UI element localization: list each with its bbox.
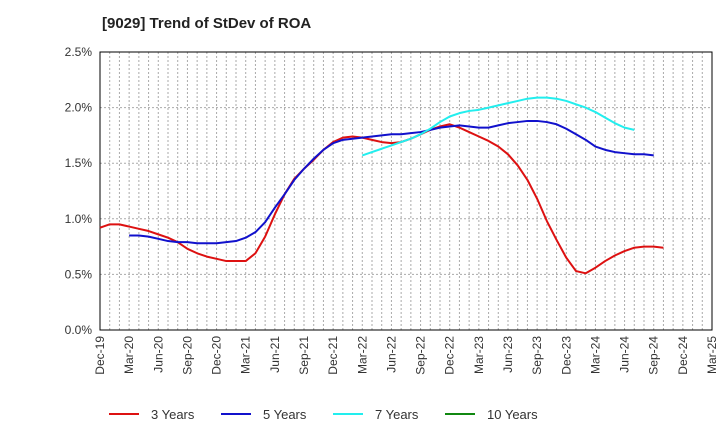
x-tick-label: Mar-22 [355,336,369,374]
x-tick-label: Jun-22 [384,336,398,373]
x-tick-label: Dec-19 [93,336,107,375]
y-tick-label: 2.5% [65,45,93,59]
x-tick-label: Mar-21 [239,336,253,374]
y-tick-label: 1.0% [65,212,93,226]
x-tick-label: Jun-20 [151,336,165,373]
plot-frame [99,51,713,331]
x-tick-label: Sep-21 [297,336,311,375]
series-line-3-years [99,123,664,275]
series-layer [99,96,664,275]
y-tick-label: 1.5% [65,156,93,170]
x-tick-label: Dec-22 [443,336,457,375]
x-tick-label: Mar-23 [472,336,486,374]
x-tick-label: Mar-20 [122,336,136,374]
legend-label: 3 Years [151,407,195,422]
x-tick-label: Dec-21 [326,336,340,375]
series-line-7-years [361,96,635,157]
x-tick-label: Sep-23 [530,336,544,375]
x-tick-label: Jun-24 [618,336,632,373]
x-tick-label: Jun-21 [268,336,282,373]
x-tick-label: Sep-20 [180,336,194,375]
x-tick-label: Jun-23 [501,336,515,373]
y-tick-label: 0.0% [65,323,93,337]
y-tick-label: 0.5% [65,267,93,281]
x-tick-label: Dec-23 [559,336,573,375]
y-tick-labels: 0.0% 0.5% 1.0% 1.5% 2.0% 2.5% [65,45,93,337]
series-line-5-years [129,119,654,245]
x-tick-label: Mar-25 [705,336,719,374]
legend: 3 Years 5 Years 7 Years 10 Years [109,407,538,422]
x-tick-label: Sep-22 [414,336,428,375]
x-tick-label: Sep-24 [647,336,661,375]
legend-label: 5 Years [263,407,307,422]
x-tick-label: Mar-24 [588,336,602,374]
grid-layer [100,52,712,330]
y-tick-label: 2.0% [65,101,93,115]
legend-label: 7 Years [375,407,419,422]
legend-label: 10 Years [487,407,538,422]
x-tick-label: Dec-24 [676,336,690,375]
x-tick-labels: Dec-19 Mar-20 Jun-20 Sep-20 Dec-20 Mar-21 Jun-… [93,336,719,375]
chart-title: [9029] Trend of StDev of ROA [102,15,312,32]
x-tick-label: Dec-20 [210,336,224,375]
